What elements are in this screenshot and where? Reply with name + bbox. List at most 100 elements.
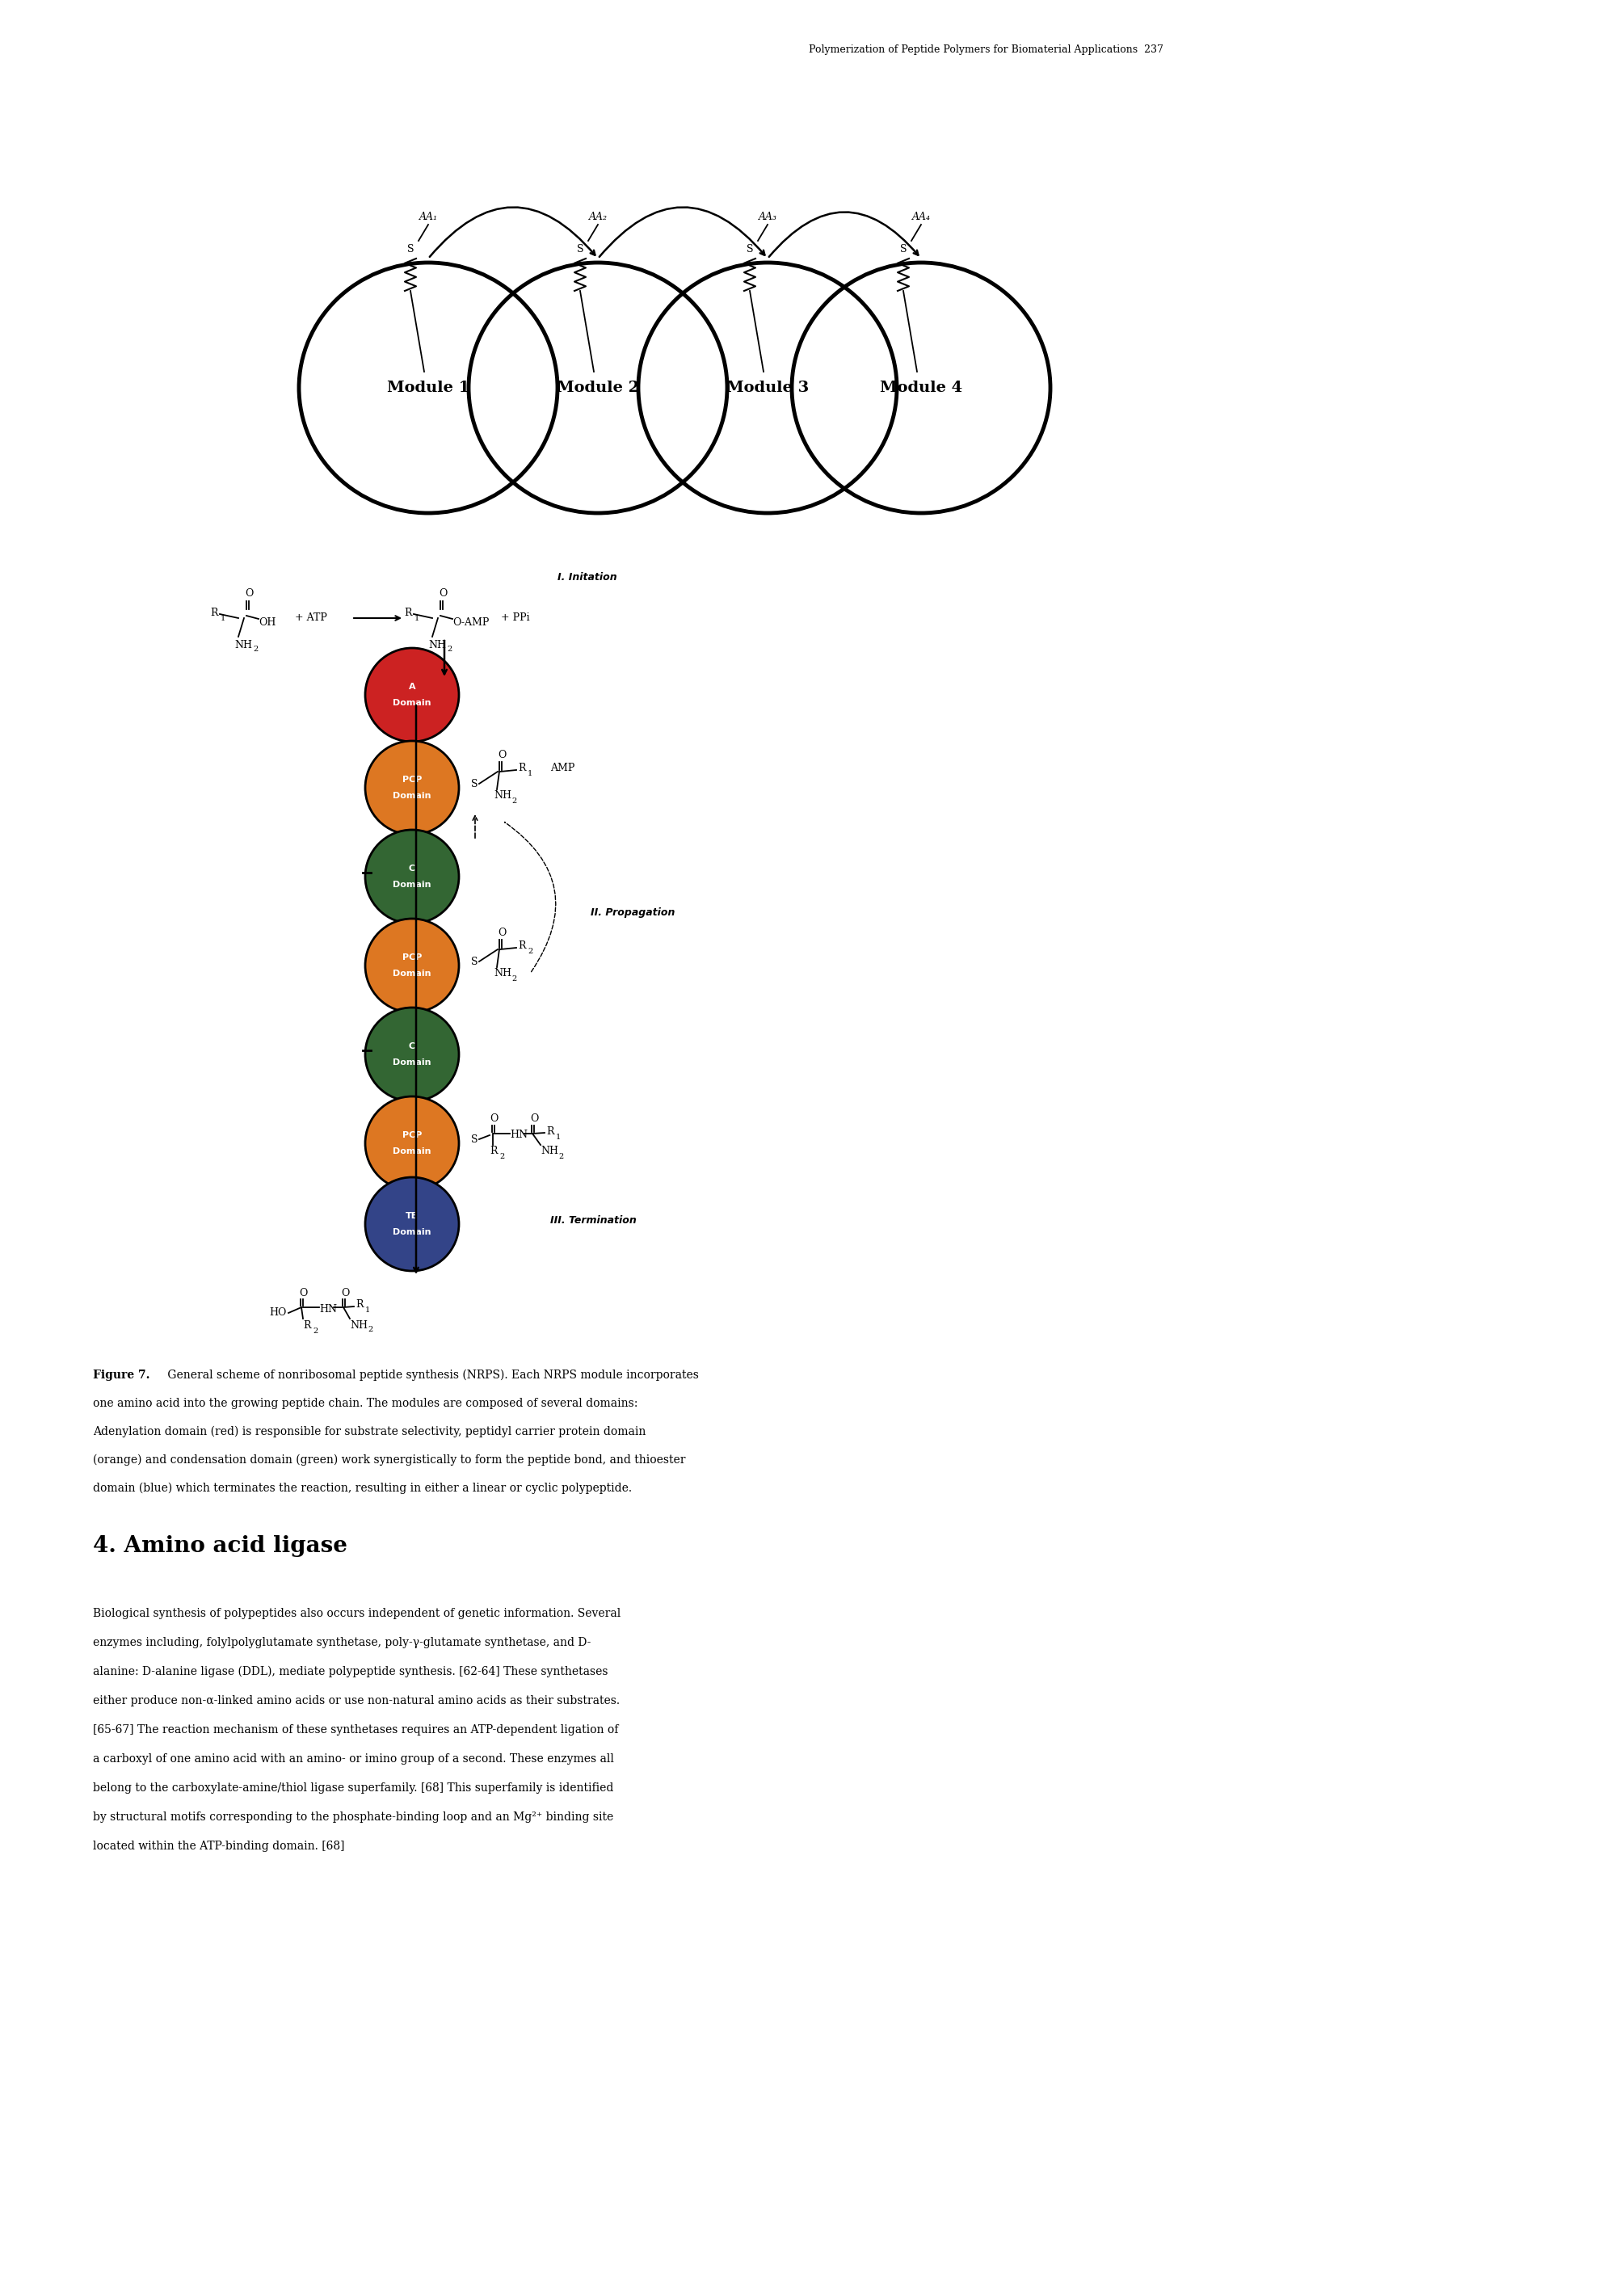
Text: 4. Amino acid ligase: 4. Amino acid ligase <box>93 1536 348 1557</box>
Text: R: R <box>489 1147 497 1156</box>
Text: + ATP: + ATP <box>296 613 326 623</box>
Text: O: O <box>489 1115 499 1124</box>
Text: NH: NH <box>541 1147 559 1156</box>
Text: HN: HN <box>510 1131 528 1140</box>
Text: belong to the carboxylate-amine/thiol ligase superfamily. [68] This superfamily : belong to the carboxylate-amine/thiol li… <box>93 1783 614 1795</box>
Text: 2: 2 <box>559 1154 564 1161</box>
Text: 2: 2 <box>253 645 258 652</box>
Text: S: S <box>900 243 906 254</box>
Text: (orange) and condensation domain (green) work synergistically to form the peptid: (orange) and condensation domain (green)… <box>93 1454 685 1465</box>
Text: S: S <box>747 243 754 254</box>
Text: 2: 2 <box>512 975 516 982</box>
Text: Domain: Domain <box>393 881 432 888</box>
Text: Domain: Domain <box>393 1229 432 1236</box>
Text: PCP: PCP <box>403 955 422 961</box>
Text: R: R <box>356 1300 364 1309</box>
Text: [65-67] The reaction mechanism of these synthetases requires an ATP-dependent li: [65-67] The reaction mechanism of these … <box>93 1724 619 1735</box>
Text: NH: NH <box>234 639 252 650</box>
Text: NH: NH <box>429 639 447 650</box>
Text: either produce non-α-linked amino acids or use non-natural amino acids as their : either produce non-α-linked amino acids … <box>93 1696 620 1705</box>
Text: AA₁: AA₁ <box>419 211 437 222</box>
Text: R: R <box>518 941 526 950</box>
Text: Domain: Domain <box>393 792 432 799</box>
Text: Figure 7.: Figure 7. <box>93 1369 149 1380</box>
Circle shape <box>365 1096 460 1190</box>
Text: Biological synthesis of polypeptides also occurs independent of genetic informat: Biological synthesis of polypeptides als… <box>93 1607 620 1618</box>
Text: C: C <box>409 1041 416 1051</box>
Text: O: O <box>341 1286 349 1298</box>
Text: TE: TE <box>406 1211 419 1220</box>
Text: 2: 2 <box>512 797 516 803</box>
Text: PCP: PCP <box>403 1131 422 1140</box>
Text: R: R <box>404 607 412 618</box>
Text: O: O <box>438 588 447 600</box>
Text: NH: NH <box>494 968 512 980</box>
Text: I. Initation: I. Initation <box>557 572 617 584</box>
Text: NH: NH <box>349 1321 367 1330</box>
Circle shape <box>365 1007 460 1101</box>
Text: Domain: Domain <box>393 698 432 707</box>
Text: S: S <box>577 243 583 254</box>
Text: S: S <box>471 957 477 966</box>
Circle shape <box>365 1177 460 1270</box>
Text: O: O <box>497 751 507 760</box>
Text: Domain: Domain <box>393 971 432 977</box>
Text: R: R <box>304 1321 310 1330</box>
FancyArrowPatch shape <box>505 822 555 973</box>
Text: S: S <box>471 778 477 790</box>
Text: located within the ATP-binding domain. [68]: located within the ATP-binding domain. [… <box>93 1840 344 1852</box>
Circle shape <box>365 742 460 835</box>
Text: 2: 2 <box>447 645 451 652</box>
Text: HO: HO <box>270 1307 287 1318</box>
Text: O: O <box>299 1286 307 1298</box>
Text: Module 2: Module 2 <box>557 380 640 396</box>
Text: OH: OH <box>258 618 276 627</box>
Text: Domain: Domain <box>393 1147 432 1156</box>
Text: NH: NH <box>494 790 512 801</box>
Text: Domain: Domain <box>393 1058 432 1067</box>
Text: O: O <box>497 927 507 938</box>
Text: R: R <box>211 607 218 618</box>
Text: R: R <box>546 1126 554 1135</box>
Text: AA₃: AA₃ <box>758 211 776 222</box>
Text: alanine: D-alanine ligase (DDL), mediate polypeptide synthesis. [62-64] These sy: alanine: D-alanine ligase (DDL), mediate… <box>93 1666 607 1678</box>
Text: 1: 1 <box>365 1307 370 1314</box>
Circle shape <box>365 648 460 742</box>
Text: O-AMP: O-AMP <box>453 618 489 627</box>
Text: General scheme of nonribosomal peptide synthesis (NRPS). Each NRPS module incorp: General scheme of nonribosomal peptide s… <box>164 1369 698 1380</box>
Text: Module 4: Module 4 <box>880 380 963 396</box>
Text: C: C <box>409 865 416 872</box>
Text: AA₂: AA₂ <box>588 211 607 222</box>
Text: AMP: AMP <box>551 762 575 774</box>
Text: PCP: PCP <box>403 776 422 783</box>
Text: 1: 1 <box>414 613 419 623</box>
Text: enzymes including, folylpolyglutamate synthetase, poly-γ-glutamate synthetase, a: enzymes including, folylpolyglutamate sy… <box>93 1637 591 1648</box>
Text: a carboxyl of one amino acid with an amino- or imino group of a second. These en: a carboxyl of one amino acid with an ami… <box>93 1753 614 1765</box>
Text: R: R <box>518 762 526 774</box>
Text: 2: 2 <box>367 1325 372 1334</box>
Circle shape <box>365 918 460 1012</box>
Text: A: A <box>409 682 416 691</box>
Text: + PPi: + PPi <box>500 613 529 623</box>
Text: 1: 1 <box>555 1133 560 1140</box>
Text: III. Termination: III. Termination <box>551 1215 637 1225</box>
Text: AA₄: AA₄ <box>911 211 931 222</box>
Text: S: S <box>471 1133 477 1144</box>
Text: 2: 2 <box>499 1154 505 1161</box>
Text: 1: 1 <box>221 613 226 623</box>
Text: one amino acid into the growing peptide chain. The modules are composed of sever: one amino acid into the growing peptide … <box>93 1399 638 1410</box>
Text: Module 1: Module 1 <box>387 380 469 396</box>
Text: HN: HN <box>320 1305 336 1314</box>
Text: O: O <box>529 1115 538 1124</box>
Text: II. Propagation: II. Propagation <box>591 909 676 918</box>
Text: S: S <box>408 243 414 254</box>
Circle shape <box>365 831 460 922</box>
Text: Polymerization of Peptide Polymers for Biomaterial Applications  237: Polymerization of Peptide Polymers for B… <box>809 46 1163 55</box>
Text: O: O <box>245 588 253 600</box>
Text: Adenylation domain (red) is responsible for substrate selectivity, peptidyl carr: Adenylation domain (red) is responsible … <box>93 1426 646 1437</box>
Text: domain (blue) which terminates the reaction, resulting in either a linear or cyc: domain (blue) which terminates the react… <box>93 1483 632 1495</box>
Text: 1: 1 <box>528 769 533 776</box>
Text: Module 3: Module 3 <box>726 380 809 396</box>
Text: by structural motifs corresponding to the phosphate-binding loop and an Mg²⁺ bin: by structural motifs corresponding to th… <box>93 1811 614 1822</box>
Text: 2: 2 <box>313 1328 318 1334</box>
